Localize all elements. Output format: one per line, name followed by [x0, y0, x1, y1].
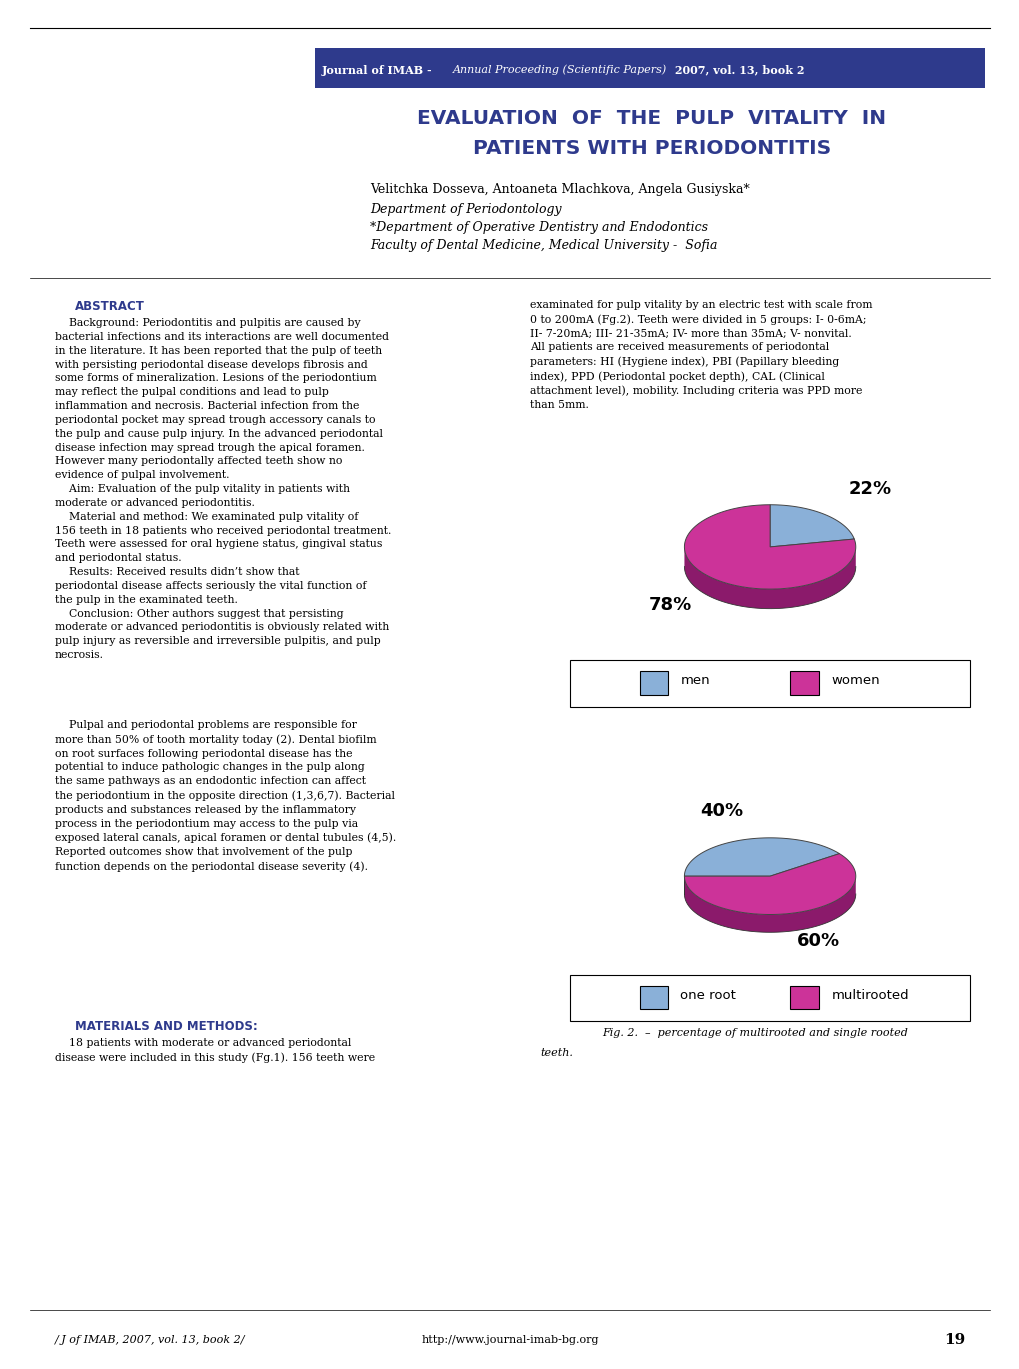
Text: men: men	[680, 674, 709, 687]
Text: Department of Periodontology: Department of Periodontology	[370, 204, 561, 216]
Text: Journal of IMAB -: Journal of IMAB -	[322, 64, 436, 75]
Bar	[639, 986, 667, 1009]
Bar	[639, 671, 667, 694]
Text: 2007, vol. 13, book 2: 2007, vol. 13, book 2	[671, 64, 804, 75]
Text: ABSTRACT: ABSTRACT	[75, 300, 145, 314]
Text: Pulpal and periodontal problems are responsible for
more than 50% of tooth morta: Pulpal and periodontal problems are resp…	[55, 720, 395, 872]
Text: 22%: 22%	[848, 481, 891, 498]
Text: / J of IMAB, 2007, vol. 13, book 2/: / J of IMAB, 2007, vol. 13, book 2/	[55, 1335, 246, 1344]
Text: EVALUATION  OF  THE  PULP  VITALITY  IN: EVALUATION OF THE PULP VITALITY IN	[417, 108, 886, 127]
Polygon shape	[684, 505, 855, 589]
Text: Annual Proceeding (Scientific Papers): Annual Proceeding (Scientific Papers)	[452, 64, 666, 75]
Bar	[790, 671, 818, 694]
Text: MATERIALS AND METHODS:: MATERIALS AND METHODS:	[75, 1020, 258, 1034]
Text: PATIENTS WITH PERIODONTITIS: PATIENTS WITH PERIODONTITIS	[473, 138, 830, 157]
Text: women: women	[830, 674, 879, 687]
Text: examinated for pulp vitality by an electric test with scale from
0 to 200mA (Fg.: examinated for pulp vitality by an elect…	[530, 300, 871, 411]
Text: 18 patients with moderate or advanced periodontal
disease were included in this : 18 patients with moderate or advanced pe…	[55, 1038, 375, 1062]
Bar	[315, 48, 984, 88]
Text: 19: 19	[943, 1333, 964, 1347]
Text: Faculty of Dental Medicine, Medical University -  Sofia: Faculty of Dental Medicine, Medical Univ…	[370, 240, 716, 252]
Polygon shape	[684, 876, 855, 932]
Text: Velitchka Dosseva, Antoaneta Mlachkova, Angela Gusiyska*: Velitchka Dosseva, Antoaneta Mlachkova, …	[370, 183, 749, 197]
Polygon shape	[684, 854, 855, 914]
Polygon shape	[769, 505, 854, 546]
Bar	[790, 986, 818, 1009]
Polygon shape	[684, 838, 839, 876]
Text: Fig. 1.  –  percentage of men and women in the study.: Fig. 1. – percentage of men and women in…	[603, 698, 905, 708]
Text: Fig. 2.  –  percentage of multirooted and single rooted: Fig. 2. – percentage of multirooted and …	[601, 1028, 907, 1038]
Polygon shape	[684, 546, 855, 609]
Text: teeth.: teeth.	[539, 1049, 573, 1058]
Text: 60%: 60%	[796, 932, 840, 950]
Text: multirooted: multirooted	[830, 988, 908, 1002]
Text: 40%: 40%	[699, 802, 743, 820]
FancyBboxPatch shape	[570, 660, 969, 706]
FancyBboxPatch shape	[570, 975, 969, 1021]
Text: Background: Periodontitis and pulpitis are caused by
bacterial infections and it: Background: Periodontitis and pulpitis a…	[55, 318, 391, 660]
Text: 78%: 78%	[648, 596, 691, 613]
Text: one root: one root	[680, 988, 736, 1002]
Text: *Department of Operative Dentistry and Endodontics: *Department of Operative Dentistry and E…	[370, 222, 707, 234]
Text: http://www.journal-imab-bg.org: http://www.journal-imab-bg.org	[421, 1335, 598, 1344]
